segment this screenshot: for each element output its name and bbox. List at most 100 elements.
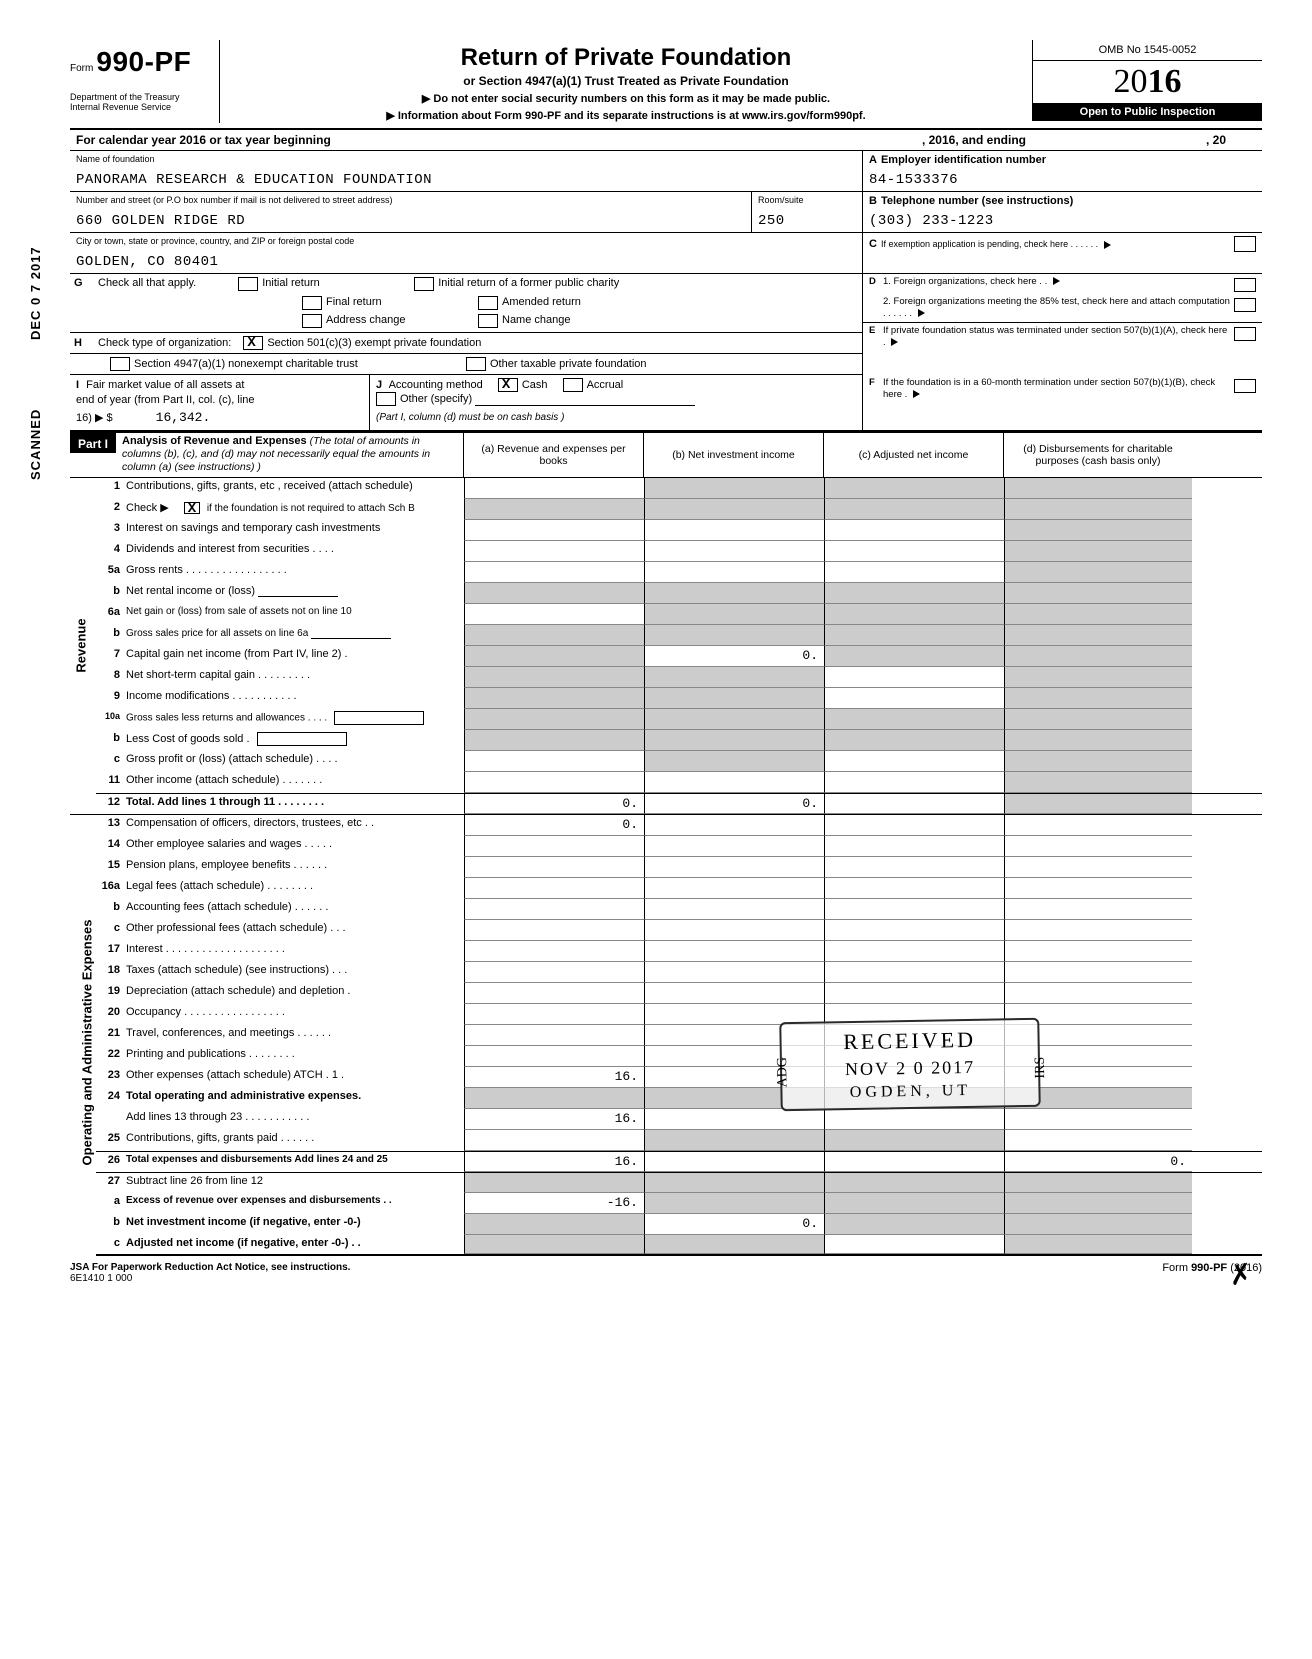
footer: JSA For Paperwork Reduction Act Notice, …: [70, 1260, 1262, 1286]
i-line2: end of year (from Part II, col. (c), lin…: [76, 394, 255, 406]
line-11: Other income (attach schedule) . . . . .…: [126, 772, 464, 793]
col-a-head: (a) Revenue and expenses per books: [464, 433, 644, 477]
checkbox-4947a1[interactable]: [110, 357, 130, 371]
j-lead: J: [376, 379, 382, 391]
val-27b: 0.: [644, 1214, 824, 1235]
dept-irs: Internal Revenue Service: [70, 102, 211, 112]
signature-mark: ✗: [1226, 1257, 1254, 1294]
omb-box: OMB No 1545-0052 2016 Open to Public Ins…: [1032, 40, 1262, 121]
checkbox-cash[interactable]: [498, 378, 518, 392]
checkbox-address-change[interactable]: [302, 314, 322, 328]
line-5b: Net rental income or (loss): [126, 583, 464, 604]
room-value: 250: [758, 213, 785, 229]
street-value: 660 GOLDEN RIDGE RD: [76, 213, 245, 229]
title-box: Return of Private Foundation or Section …: [220, 40, 1032, 128]
opt-initial-former: Initial return of a former public charit…: [438, 277, 619, 291]
form-title: Return of Private Foundation: [230, 44, 1022, 72]
checkbox-initial-former[interactable]: [414, 277, 434, 291]
revenue-table: Revenue 1Contributions, gifts, grants, e…: [70, 478, 1262, 814]
line-10b: Less Cost of goods sold .: [126, 730, 464, 751]
val-12b: 0.: [644, 794, 824, 814]
foundation-name-cell: Name of foundation PANORAMA RESEARCH & E…: [70, 151, 862, 192]
expenses-label: Operating and Administrative Expenses: [79, 920, 94, 1166]
room-cell: Room/suite 250: [752, 192, 862, 233]
f-box: F If the foundation is in a 60-month ter…: [862, 375, 1262, 430]
h-opt-2: Section 4947(a)(1) nonexempt charitable …: [134, 358, 454, 370]
f-lead: F: [869, 377, 883, 388]
checkbox-initial-return[interactable]: [238, 277, 258, 291]
line-3: Interest on savings and temporary cash i…: [126, 520, 464, 541]
checkbox-name-change[interactable]: [478, 314, 498, 328]
checkbox-e[interactable]: [1234, 327, 1256, 341]
opt-final: Final return: [326, 296, 466, 310]
cal-year-b: , 2016, and ending: [922, 133, 1026, 147]
line-27a: Excess of revenue over expenses and disb…: [126, 1193, 464, 1214]
received-stamp: ADG RECEIVED NOV 2 0 2017 OGDEN, UT IRS: [780, 1020, 1040, 1109]
e-lead: E: [869, 325, 883, 336]
line-9: Income modifications . . . . . . . . . .…: [126, 688, 464, 709]
line-16c: Other professional fees (attach schedule…: [126, 920, 464, 941]
arrow-icon: [891, 338, 898, 346]
city-value: GOLDEN, CO 80401: [76, 254, 218, 270]
col-c-head: (c) Adjusted net income: [824, 433, 1004, 477]
d2-row: 2. Foreign organizations meeting the 85%…: [863, 294, 1262, 322]
stamp-location: OGDEN, UT: [786, 1081, 1034, 1103]
checkbox-d1[interactable]: [1234, 278, 1256, 292]
j-note: (Part I, column (d) must be on cash basi…: [376, 412, 856, 423]
line-10c: Gross profit or (loss) (attach schedule)…: [126, 751, 464, 772]
tax-year: 2016: [1033, 61, 1262, 103]
room-label: Room/suite: [758, 195, 856, 205]
val-13a: 0.: [464, 815, 644, 836]
form-note-2: ▶ Information about Form 990-PF and its …: [230, 109, 1022, 122]
checkbox-final-return[interactable]: [302, 296, 322, 310]
opt-name-change: Name change: [502, 314, 571, 328]
checkbox-d2[interactable]: [1234, 298, 1256, 312]
e-row: E If private foundation status was termi…: [863, 322, 1262, 351]
j-label: Accounting method: [389, 379, 483, 391]
f-text: If the foundation is in a 60-month termi…: [883, 377, 1215, 400]
phone-row: BTelephone number (see instructions) (30…: [863, 192, 1262, 233]
form-note-1: ▶ Do not enter social security numbers o…: [230, 92, 1022, 105]
checkbox-sch-b[interactable]: [184, 502, 200, 514]
line-19: Depreciation (attach schedule) and deple…: [126, 983, 464, 1004]
line-16a: Legal fees (attach schedule) . . . . . .…: [126, 878, 464, 899]
line-14: Other employee salaries and wages . . . …: [126, 836, 464, 857]
line-17: Interest . . . . . . . . . . . . . . . .…: [126, 941, 464, 962]
line-24: Total operating and administrative expen…: [126, 1088, 464, 1109]
i-j-block: I Fair market value of all assets at end…: [70, 375, 1262, 431]
j-other: Other (specify): [400, 393, 472, 405]
checkbox-amended[interactable]: [478, 296, 498, 310]
line-23: Other expenses (attach schedule) ATCH . …: [126, 1067, 464, 1088]
val-23a: 16.: [464, 1067, 644, 1088]
part-1-badge: Part I: [70, 433, 116, 453]
stamp-right: IRS: [1033, 1057, 1049, 1079]
checkbox-other-taxable[interactable]: [466, 357, 486, 371]
ein-row: AEmployer identification number 84-15333…: [863, 151, 1262, 192]
line-10a: Gross sales less returns and allowances …: [126, 709, 464, 730]
arrow-icon: [913, 390, 920, 398]
line-1: Contributions, gifts, grants, etc , rece…: [126, 478, 464, 499]
d2-text: 2. Foreign organizations meeting the 85%…: [883, 296, 1230, 307]
expenses-table: Operating and Administrative Expenses 13…: [70, 814, 1262, 1256]
arrow-icon: [1104, 241, 1111, 249]
line-27: Subtract line 26 from line 12: [126, 1173, 464, 1193]
arrow-icon: [1053, 277, 1060, 285]
other-specify-line[interactable]: [475, 394, 695, 406]
checkbox-501c3[interactable]: [243, 336, 263, 350]
stamp-received: RECEIVED: [785, 1026, 1033, 1056]
checkbox-c[interactable]: [1234, 236, 1256, 252]
line-4: Dividends and interest from securities .…: [126, 541, 464, 562]
city-cell: City or town, state or province, country…: [70, 233, 862, 273]
year-bold: 16: [1148, 63, 1182, 100]
i-line3: 16) ▶ $: [76, 412, 113, 424]
name-address-block: Name of foundation PANORAMA RESEARCH & E…: [70, 151, 1262, 274]
agency-lines: Department of the Treasury Internal Reve…: [70, 92, 211, 113]
revenue-side-label: Revenue: [70, 478, 96, 814]
checkbox-accrual[interactable]: [563, 378, 583, 392]
line-26: Total expenses and disbursements Add lin…: [126, 1152, 464, 1172]
checkbox-f[interactable]: [1234, 379, 1256, 393]
checkbox-other-method[interactable]: [376, 392, 396, 406]
form-number-box: Form 990-PF Department of the Treasury I…: [70, 40, 220, 123]
dept-treasury: Department of the Treasury: [70, 92, 211, 102]
val-27a: -16.: [464, 1193, 644, 1214]
